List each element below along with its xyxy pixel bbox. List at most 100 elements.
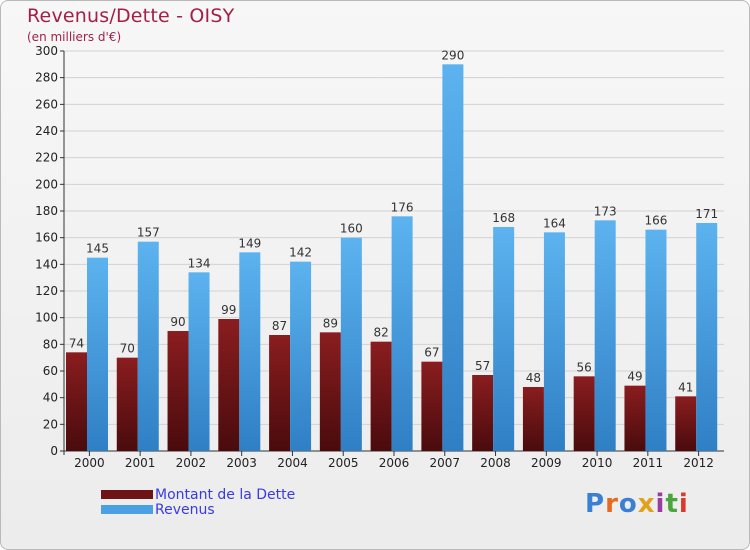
value-label-revenus: 164 (543, 216, 566, 230)
logo-letter: r (605, 489, 619, 519)
axes: 0 20 40 60 80 100 120 140 160 180 200 220 240 260 280 3… (35, 44, 724, 470)
y-tick-label: 100 (35, 311, 58, 325)
bar-debt (319, 332, 341, 451)
logo-letter: i (655, 489, 666, 519)
y-tick-label: 240 (35, 124, 58, 138)
x-tick-label: 2002 (176, 456, 207, 470)
value-label-debt: 49 (627, 370, 642, 384)
y-tick-label: 260 (35, 97, 58, 111)
bar-debt (218, 319, 240, 451)
value-label-debt: 70 (120, 342, 135, 356)
y-tick-label: 60 (43, 364, 58, 378)
logo-letter: o (618, 489, 638, 519)
value-label-debt: 90 (170, 315, 185, 329)
value-label-debt: 57 (475, 359, 490, 373)
bar-revenus (645, 229, 667, 451)
value-label-debt: 89 (323, 316, 338, 330)
bar-debt (116, 357, 138, 451)
bar-revenus (188, 272, 210, 451)
y-tick-label: 200 (35, 177, 58, 191)
value-label-debt: 48 (526, 371, 541, 385)
value-label-debt: 56 (577, 360, 592, 374)
legend-label-debt: Montant de la Dette (155, 486, 296, 503)
y-tick-label: 180 (35, 204, 58, 218)
legend-label-revenus: Revenus (155, 501, 215, 518)
legend-item-debt: Montant de la Dette (101, 486, 296, 503)
bar-debt (522, 387, 544, 451)
chart-title: Revenus/Dette - OISY (27, 5, 235, 27)
y-tick-label: 20 (43, 417, 58, 431)
bar-debt (370, 341, 392, 451)
x-tick-label: 2000 (74, 456, 105, 470)
bar-debt (573, 376, 595, 451)
bar-revenus (87, 257, 108, 451)
bar-debt (472, 375, 494, 451)
value-label-revenus: 160 (340, 222, 363, 236)
value-label-debt: 74 (69, 336, 84, 350)
bar-debt (421, 361, 443, 451)
value-label-revenus: 171 (695, 207, 718, 221)
x-tick-label: 2007 (429, 456, 460, 470)
value-label-revenus: 166 (645, 214, 668, 228)
x-tick-label: 2010 (582, 456, 613, 470)
y-tick-label: 160 (35, 231, 58, 245)
x-tick-label: 2012 (683, 456, 714, 470)
x-tick-label: 2005 (328, 456, 359, 470)
y-tick-label: 80 (43, 337, 58, 351)
y-tick-label: 300 (35, 44, 58, 58)
x-tick-label: 2006 (379, 456, 410, 470)
value-label-revenus: 142 (289, 246, 312, 260)
value-label-debt: 99 (221, 303, 236, 317)
y-tick-label: 0 (50, 444, 58, 458)
bar-revenus (493, 227, 515, 451)
value-label-revenus: 168 (492, 211, 515, 225)
value-label-revenus: 145 (86, 242, 109, 256)
x-tick-label: 2009 (531, 456, 562, 470)
value-label-debt: 41 (678, 380, 693, 394)
y-tick-label: 140 (35, 257, 58, 271)
y-tick-label: 280 (35, 71, 58, 85)
x-tick-label: 2011 (633, 456, 664, 470)
logo-letter: i (678, 489, 689, 519)
bar-revenus (340, 237, 362, 451)
bar-debt (269, 335, 291, 451)
x-tick-label: 2008 (480, 456, 511, 470)
value-label-debt: 67 (424, 346, 439, 360)
legend-swatch-debt (101, 490, 153, 499)
logo-letter: x (637, 489, 656, 519)
bar-revenus (290, 261, 312, 451)
bar-revenus (543, 232, 565, 451)
value-label-debt: 82 (373, 326, 388, 340)
value-label-revenus: 134 (188, 256, 211, 270)
bar-debt (167, 331, 189, 451)
bar-debt (624, 385, 646, 451)
value-labels: 74 145 70 157 90 134 99 149 87 142 89 160 82 176 67 290… (69, 48, 718, 394)
bar-revenus (594, 220, 616, 451)
legend-item-revenus: Revenus (101, 501, 295, 518)
value-label-revenus: 157 (137, 226, 160, 240)
bar-revenus (391, 216, 413, 451)
chart-subtitle: (en milliers d'€) (27, 30, 122, 44)
x-tick-label: 2001 (125, 456, 156, 470)
value-label-revenus: 173 (594, 204, 617, 218)
y-tick-label: 40 (43, 391, 58, 405)
value-label-revenus: 290 (441, 48, 464, 62)
value-label-revenus: 149 (238, 236, 261, 250)
x-tick-label: 2003 (226, 456, 257, 470)
legend-swatch-revenus (101, 505, 153, 514)
y-tick-label: 120 (35, 284, 58, 298)
proxiti-logo: Proxiti (585, 489, 689, 519)
bar-revenus (137, 241, 159, 451)
bar-debt (66, 352, 87, 451)
bar-revenus (442, 64, 464, 452)
bars (66, 64, 718, 452)
bar-revenus (696, 223, 718, 451)
logo-letter: P (585, 489, 606, 519)
y-tick-label: 220 (35, 151, 58, 165)
value-label-revenus: 176 (391, 200, 414, 214)
bar-revenus (239, 252, 261, 451)
bar-debt (675, 396, 697, 451)
value-label-debt: 87 (272, 319, 287, 333)
